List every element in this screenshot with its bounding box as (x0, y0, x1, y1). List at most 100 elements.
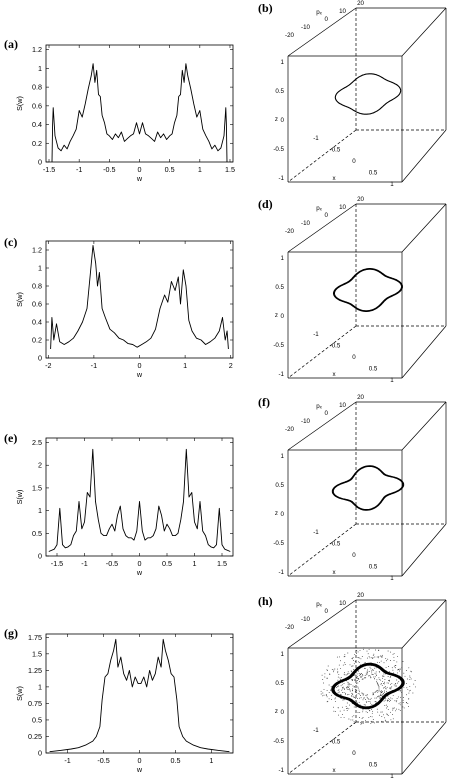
trajectory-point (368, 655, 370, 657)
trajectory-point (376, 690, 378, 692)
trajectory-point (356, 689, 358, 691)
trajectory-point (396, 661, 398, 663)
trajectory-point (408, 698, 410, 700)
trajectory-point (336, 668, 338, 670)
y-tick-label: 1 (38, 682, 42, 691)
y-tick-label: 0.5 (32, 529, 42, 538)
trajectory-point (378, 687, 380, 689)
trajectory-point (347, 684, 349, 686)
trajectory-point (399, 702, 401, 704)
trajectory-point (356, 677, 358, 678)
trajectory-point (334, 700, 336, 702)
trajectory-point (390, 683, 392, 685)
x-tick-label: 0 (138, 756, 142, 765)
trajectory-point (409, 678, 411, 680)
trajectory-point (376, 679, 378, 681)
cube-edge (401, 129, 447, 183)
trajectory-point (393, 660, 395, 661)
p-tick-label: 20 (357, 196, 364, 203)
trajectory-point (371, 673, 373, 675)
x-tick-label: -0.5 (330, 343, 341, 350)
trajectory-point (378, 684, 379, 686)
trajectory-point (396, 685, 398, 687)
trajectory-point (362, 699, 364, 701)
trajectory-point (349, 664, 351, 666)
trajectory-point (352, 695, 354, 697)
x-tick-label: -1 (313, 331, 319, 338)
trajectory-point (409, 689, 411, 691)
trajectory-point (381, 684, 383, 686)
trajectory-point (351, 692, 353, 694)
trajectory-point (366, 657, 368, 659)
trajectory-point (343, 656, 345, 658)
trajectory-point (383, 687, 385, 689)
trajectory-point (388, 682, 389, 684)
trajectory-point (368, 674, 370, 676)
trajectory-point (362, 693, 364, 695)
trajectory-point (356, 673, 358, 675)
trajectory-point (412, 692, 414, 694)
trajectory-point (363, 696, 365, 698)
trajectory-point (340, 685, 342, 687)
trajectory-point (396, 700, 398, 702)
trajectory-point (369, 701, 371, 703)
trajectory-point (326, 690, 328, 692)
trajectory-point (337, 689, 339, 691)
trajectory-point (395, 667, 397, 669)
trajectory-point (364, 675, 366, 677)
trajectory-point (360, 695, 361, 696)
trajectory-point (349, 704, 351, 706)
trajectory-point (368, 698, 370, 700)
trajectory-point (351, 658, 353, 659)
cube-hidden-edge (287, 129, 357, 183)
y-tick-label: 0.5 (32, 715, 42, 724)
trajectory-point (384, 687, 386, 689)
trajectory-point (359, 681, 360, 683)
trajectory-point (388, 680, 389, 681)
trajectory-point (380, 691, 382, 693)
trajectory-point (358, 661, 360, 663)
z-tick-label: 0.5 (275, 680, 284, 687)
x-tick-label: -2 (45, 361, 51, 370)
trajectory-point (362, 674, 364, 676)
x-tick-label: 1 (193, 559, 197, 568)
trajectory-point (362, 678, 364, 680)
trajectory-point (348, 672, 350, 674)
trajectory-point (350, 684, 352, 685)
trajectory-point (402, 661, 404, 663)
trajectory-point (384, 717, 386, 719)
trajectory-point (348, 685, 350, 687)
trajectory-point (366, 695, 368, 697)
trajectory-point (341, 676, 342, 678)
x-tick-label: 0.5 (165, 165, 175, 174)
x-tick-label: -1 (313, 529, 319, 536)
trajectory-point (380, 683, 382, 685)
trajectory-point (367, 698, 369, 700)
spectrum-panel-e: -1.5 -1 -0.5 0 0.5 1 1.5 0 0.5 1 1.5 2 2.5 w S(w) (15, 437, 234, 577)
trajectory-point (374, 667, 376, 669)
trajectory-point (407, 678, 409, 680)
x-tick-label: -0.5 (103, 165, 115, 174)
p-axis-label: pₓ (316, 205, 322, 212)
trajectory-point (379, 696, 381, 698)
trajectory-point (354, 679, 356, 681)
x-tick-label: -0.5 (106, 559, 118, 568)
trajectory-point (370, 702, 372, 704)
trajectory-point (384, 679, 386, 681)
trajectory-point (346, 707, 348, 709)
trajectory-point (334, 698, 336, 700)
trajectory-point (365, 674, 367, 676)
trajectory-point (373, 676, 375, 678)
trajectory-point (355, 699, 357, 701)
phase-space-panel-d: -20 -10 0 10 20 pₓ -1 -0.5 0 0.5 1 z -1 -0.5 0 0.5 1 x (273, 196, 447, 384)
y-tick-label: 1 (38, 64, 42, 73)
trajectory-point (346, 686, 348, 688)
trajectory-point (365, 672, 367, 674)
trajectory-point (387, 676, 389, 677)
trajectory-point (375, 667, 377, 669)
trajectory-point (357, 712, 359, 714)
trajectory-point (343, 688, 345, 689)
y-tick-label: 0.8 (32, 83, 42, 92)
trajectory-point (387, 709, 389, 711)
x-tick-label: -1.5 (51, 559, 63, 568)
